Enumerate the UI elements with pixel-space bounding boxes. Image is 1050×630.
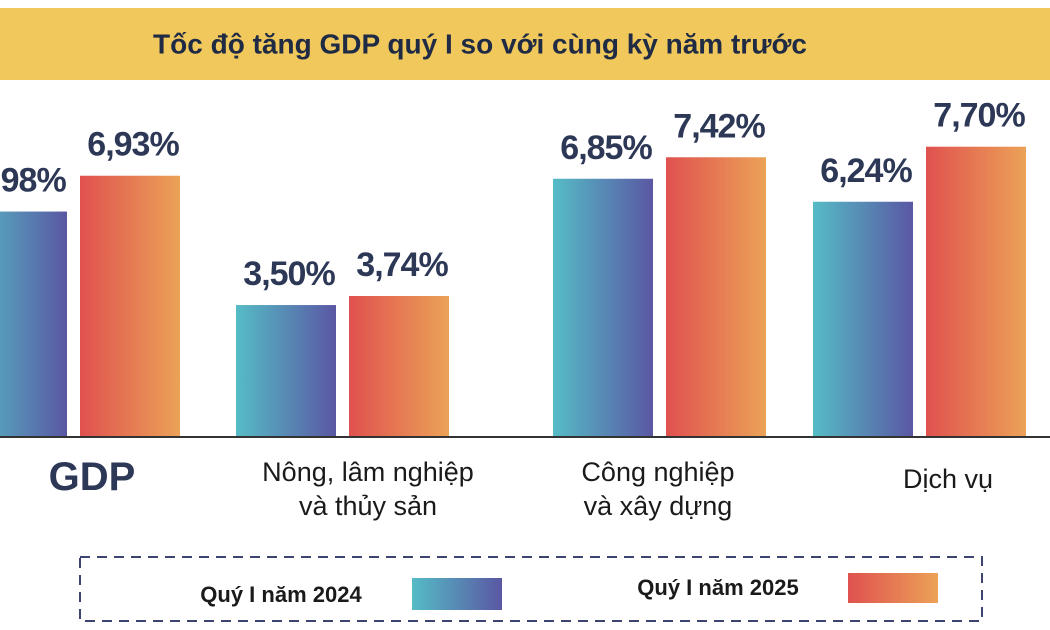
legend-label: Quý I năm 2025 [637, 575, 798, 600]
category-label: GDP [48, 455, 136, 499]
legend-box [79, 556, 983, 622]
bar [666, 157, 766, 438]
legend-label: Quý I năm 2024 [200, 582, 362, 607]
category-label: Dịch vụ [902, 464, 994, 494]
category-label: Công nghiệp và xây dựng [581, 457, 735, 521]
bar [80, 175, 180, 437]
bar [926, 146, 1026, 437]
value-label: 6,24% [820, 152, 912, 190]
value-label: 7,42% [673, 107, 765, 145]
title-banner [0, 8, 1050, 80]
value-label: 6,85% [560, 129, 652, 167]
value-label: 3,74% [356, 246, 448, 284]
bar [813, 201, 913, 437]
value-label: 6,93% [87, 126, 179, 164]
bar [0, 211, 67, 437]
bar [236, 305, 336, 437]
value-label: 7,70% [933, 97, 1025, 135]
legend-swatch [848, 573, 938, 603]
bar [553, 178, 653, 437]
chart-title: Tốc độ tăng GDP quý I so với cùng kỳ năm… [153, 28, 807, 59]
value-label: 3,50% [243, 255, 335, 293]
legend-swatch [412, 578, 502, 610]
value-label: 5,98% [0, 162, 66, 200]
bar [349, 296, 449, 437]
category-label: Nông, lâm nghiệp và thủy sản [262, 457, 474, 521]
